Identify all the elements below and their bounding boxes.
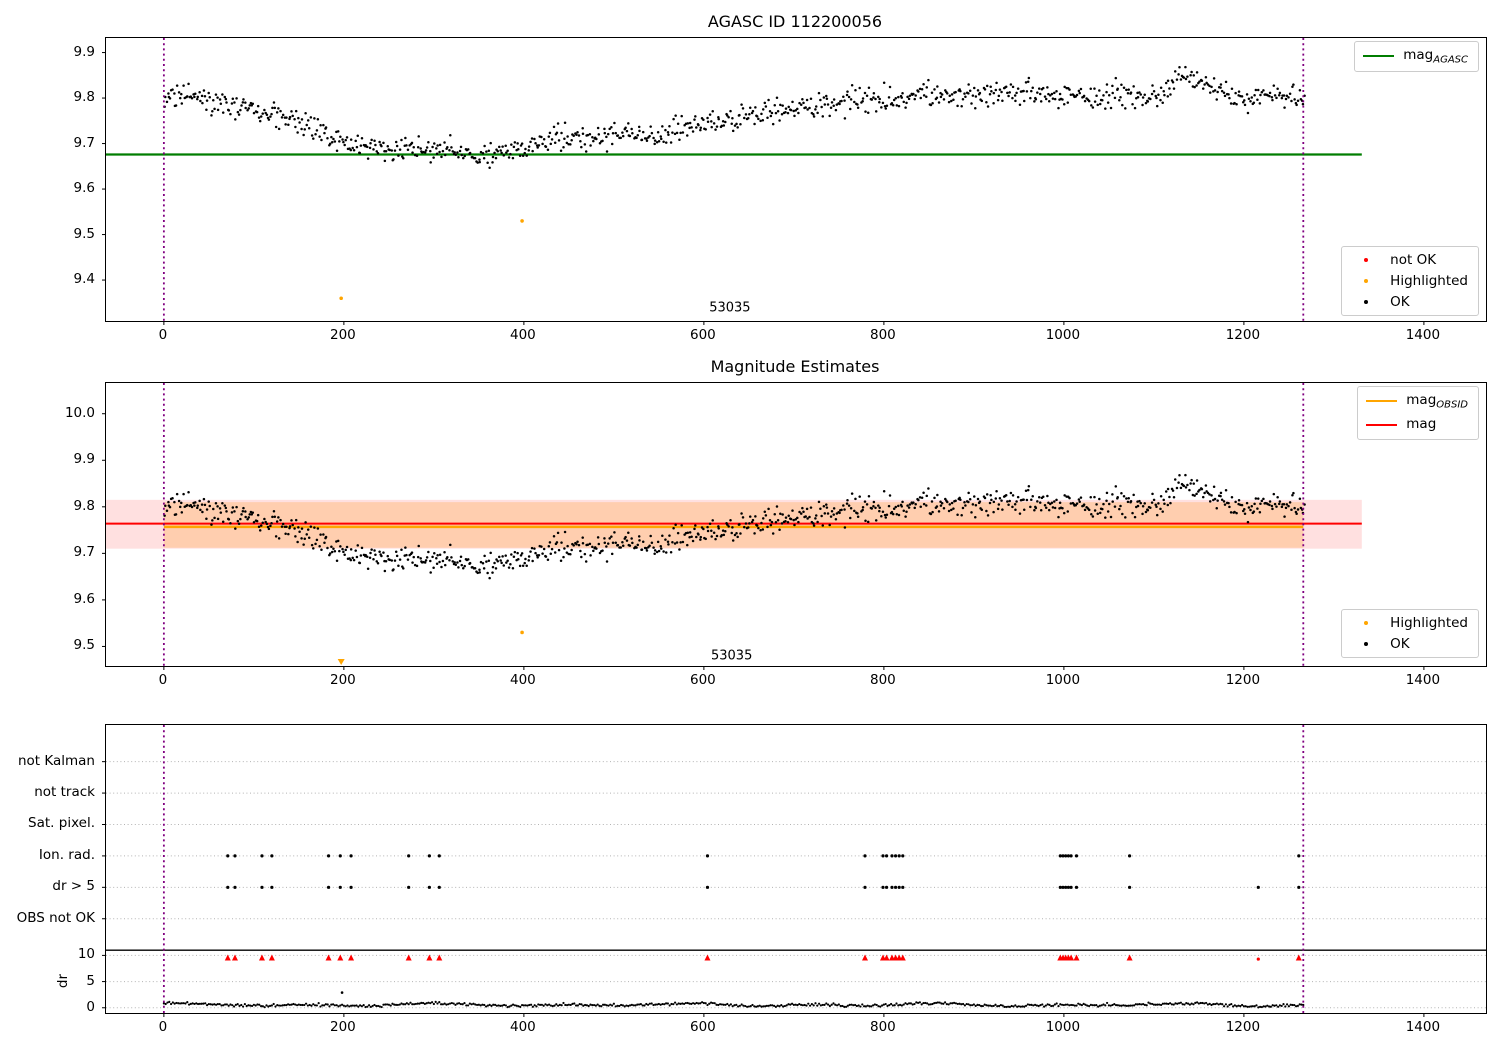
y-tick-label: 9.7 <box>73 134 95 151</box>
x-tick-label: 0 <box>158 672 168 688</box>
x-tick-label: 200 <box>329 1019 356 1035</box>
panel2-plot-area <box>102 383 1425 670</box>
y-tick-label: 10.0 <box>64 404 95 421</box>
panel1-legend-point-types: not OK Highlighted OK <box>1341 246 1479 316</box>
legend-row: Highlighted <box>1350 273 1468 289</box>
legend-label: Highlighted <box>1390 273 1468 289</box>
x-tick-label: 1000 <box>1045 672 1081 688</box>
y-tick-label: 9.8 <box>73 497 95 514</box>
panel1-title: AGASC ID 112200056 <box>707 12 883 31</box>
y-tick-label: 9.8 <box>73 89 95 106</box>
x-tick-label: 1400 <box>1405 327 1441 343</box>
panel2-magnitude-estimates <box>102 382 1487 670</box>
red-dot-sample <box>1350 258 1381 262</box>
dr-tick-label: 0 <box>86 998 95 1015</box>
x-tick-label: 800 <box>869 327 896 343</box>
dr-tick-label: 5 <box>86 972 95 989</box>
obsid-annotation: 53035 <box>710 648 753 664</box>
category-label-sat-pixel-: Sat. pixel. <box>28 815 95 832</box>
legend-label: not OK <box>1390 252 1437 268</box>
x-tick-label: 400 <box>509 327 536 343</box>
category-label-not-kalman: not Kalman <box>17 752 95 769</box>
legend-label: Highlighted <box>1390 615 1468 631</box>
x-tick-label: 1400 <box>1405 672 1441 688</box>
x-tick-label: 800 <box>869 1019 896 1035</box>
x-tick-label: 400 <box>509 1019 536 1035</box>
category-label-not-track: not track <box>34 784 95 801</box>
panel1-plot-area <box>102 38 1425 325</box>
legend-row: mag <box>1366 416 1468 435</box>
x-tick-label: 0 <box>158 1019 168 1035</box>
red-line-sample <box>1366 424 1398 427</box>
category-label-obs-not-ok: OBS not OK <box>16 909 95 926</box>
category-label-ion-rad-: Ion. rad. <box>38 846 95 863</box>
panel3-plot-area <box>102 725 1486 1017</box>
panel2-legend-point-types: Highlighted OK <box>1341 609 1479 658</box>
panel1-legend-mag-agasc: magAGASC <box>1354 41 1479 72</box>
x-tick-label: 800 <box>869 672 896 688</box>
x-tick-label: 400 <box>509 672 536 688</box>
legend-label: magAGASC <box>1403 47 1468 66</box>
panel2-title: Magnitude Estimates <box>710 357 880 376</box>
x-tick-label: 1000 <box>1045 1019 1081 1035</box>
legend-row: not OK <box>1350 252 1468 268</box>
legend-label: magOBSID <box>1406 392 1468 411</box>
y-tick-label: 9.9 <box>73 451 95 468</box>
panel3-flags-and-dr <box>102 724 1487 1017</box>
legend-row: Highlighted <box>1350 615 1468 631</box>
legend-label: mag <box>1406 415 1437 432</box>
legend-row: OK <box>1350 294 1468 310</box>
y-tick-label: 9.9 <box>73 43 95 60</box>
dr-tick-label: 10 <box>77 946 95 963</box>
green-line-sample <box>1363 55 1395 58</box>
category-label-dr-5: dr > 5 <box>52 878 95 895</box>
x-tick-label: 1200 <box>1225 327 1261 343</box>
y-tick-label: 9.4 <box>73 271 95 288</box>
x-tick-label: 600 <box>689 672 716 688</box>
y-tick-label: 9.5 <box>73 225 95 242</box>
black-dot-sample <box>1350 642 1381 646</box>
legend-label: OK <box>1390 294 1410 310</box>
x-tick-label: 200 <box>329 327 356 343</box>
x-tick-label: 600 <box>689 1019 716 1035</box>
x-tick-label: 1200 <box>1225 1019 1261 1035</box>
x-tick-label: 200 <box>329 672 356 688</box>
legend-row: magOBSID <box>1366 392 1468 411</box>
legend-row: magAGASC <box>1363 47 1468 66</box>
legend-label: OK <box>1390 636 1410 652</box>
legend-row: OK <box>1350 636 1468 652</box>
x-tick-label: 1400 <box>1405 1019 1441 1035</box>
x-tick-label: 600 <box>689 327 716 343</box>
y-tick-label: 9.6 <box>73 590 95 607</box>
x-tick-label: 1000 <box>1045 327 1081 343</box>
orange-line-sample <box>1366 400 1398 403</box>
y-tick-label: 9.6 <box>73 180 95 197</box>
x-tick-label: 1200 <box>1225 672 1261 688</box>
obsid-annotation: 53035 <box>709 300 751 316</box>
black-dot-sample <box>1350 300 1381 304</box>
panel1-magnitudes-agasc <box>102 37 1487 325</box>
orange-dot-sample <box>1350 279 1381 283</box>
x-tick-label: 0 <box>158 327 168 343</box>
y-tick-label: 9.7 <box>73 544 95 561</box>
panel2-legend-mag-lines: magOBSID mag <box>1357 386 1479 441</box>
orange-dot-sample <box>1350 621 1381 625</box>
y-tick-label: 9.5 <box>73 637 95 654</box>
